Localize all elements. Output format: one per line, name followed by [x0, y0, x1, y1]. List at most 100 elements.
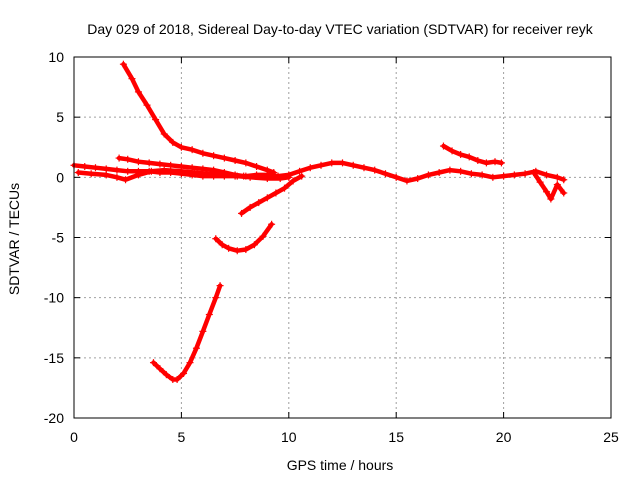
data-point — [186, 359, 194, 367]
data-point — [160, 130, 168, 138]
data-point — [482, 159, 490, 167]
data-point — [296, 167, 304, 175]
data-point — [240, 172, 248, 180]
data-point — [134, 171, 142, 179]
series-arc-rising-from-dip — [239, 173, 304, 216]
data-point — [169, 138, 177, 146]
data-point — [530, 169, 538, 177]
data-point — [91, 164, 99, 172]
data-point — [199, 149, 207, 157]
x-tick-label: 25 — [603, 429, 619, 445]
data-point — [250, 241, 258, 249]
data-point — [102, 165, 110, 173]
data-point — [448, 147, 456, 155]
data-point — [177, 143, 185, 151]
data-point — [268, 220, 276, 228]
data-point — [115, 154, 123, 162]
data-point — [497, 159, 505, 167]
data-point — [489, 173, 497, 181]
data-point — [392, 173, 400, 181]
data-point — [225, 244, 233, 252]
x-tick-label: 0 — [70, 429, 78, 445]
data-point — [263, 175, 271, 183]
data-point — [220, 169, 228, 177]
data-point — [180, 369, 188, 377]
data-point — [474, 156, 482, 164]
data-point — [246, 203, 254, 211]
axis-ticks — [73, 56, 612, 419]
data-point — [199, 165, 207, 173]
data-point — [143, 101, 151, 109]
data-point — [263, 166, 271, 174]
y-tick-label: -5 — [52, 230, 65, 246]
data-point — [156, 160, 164, 168]
data-point — [102, 171, 110, 179]
data-point — [339, 159, 346, 167]
data-point — [188, 164, 196, 172]
data-point — [328, 159, 336, 167]
data-point — [560, 176, 568, 184]
data-point — [467, 170, 475, 178]
data-point — [478, 171, 486, 179]
data-point — [259, 232, 267, 240]
data-point — [285, 173, 293, 181]
data-point — [124, 167, 132, 175]
x-axis-label: GPS time / hours — [287, 457, 394, 473]
data-point — [246, 173, 254, 181]
data-point — [152, 116, 160, 124]
data-series — [70, 60, 568, 383]
data-point — [74, 169, 82, 177]
data-point — [553, 181, 561, 189]
data-point — [149, 359, 157, 367]
data-point — [349, 161, 357, 169]
x-tick-label: 5 — [178, 429, 186, 445]
data-point — [122, 176, 130, 184]
data-point — [212, 294, 220, 302]
data-point — [128, 75, 136, 83]
y-tick-label: -15 — [44, 350, 64, 366]
data-point — [205, 311, 213, 319]
data-point — [289, 177, 297, 185]
data-point — [156, 365, 164, 373]
data-point — [192, 344, 200, 352]
series-arc-late-curve — [531, 170, 566, 202]
series-arc-descending-from-peak — [121, 61, 277, 175]
data-point — [500, 172, 508, 180]
data-point — [547, 195, 555, 203]
data-point — [242, 246, 250, 254]
data-point — [188, 146, 196, 154]
data-point — [81, 163, 89, 171]
data-point — [119, 60, 127, 68]
data-point — [306, 164, 314, 172]
data-point — [134, 88, 142, 96]
data-point — [371, 166, 379, 174]
data-point — [439, 142, 447, 150]
data-point — [457, 167, 465, 175]
data-point — [253, 163, 261, 171]
data-point — [543, 188, 551, 196]
data-point — [233, 247, 241, 255]
data-point — [177, 163, 185, 171]
data-point — [255, 199, 263, 207]
data-point — [381, 170, 389, 178]
series-arc-deep-valley — [151, 283, 223, 382]
data-point — [218, 241, 226, 249]
data-point — [446, 166, 454, 174]
grid — [74, 57, 611, 418]
data-point — [242, 159, 250, 167]
data-point — [210, 152, 218, 160]
chart-title: Day 029 of 2018, Sidereal Day-to-day VTE… — [87, 21, 593, 37]
data-point — [281, 184, 289, 192]
data-point — [435, 169, 443, 177]
data-point — [536, 178, 544, 186]
data-point — [212, 235, 220, 243]
data-point — [465, 153, 473, 161]
y-tick-label: 10 — [48, 49, 64, 65]
data-point — [543, 171, 551, 179]
data-point — [147, 167, 155, 175]
data-point — [298, 172, 306, 180]
y-tick-label: 5 — [56, 109, 64, 125]
x-tick-label: 15 — [388, 429, 404, 445]
data-point — [210, 166, 218, 174]
